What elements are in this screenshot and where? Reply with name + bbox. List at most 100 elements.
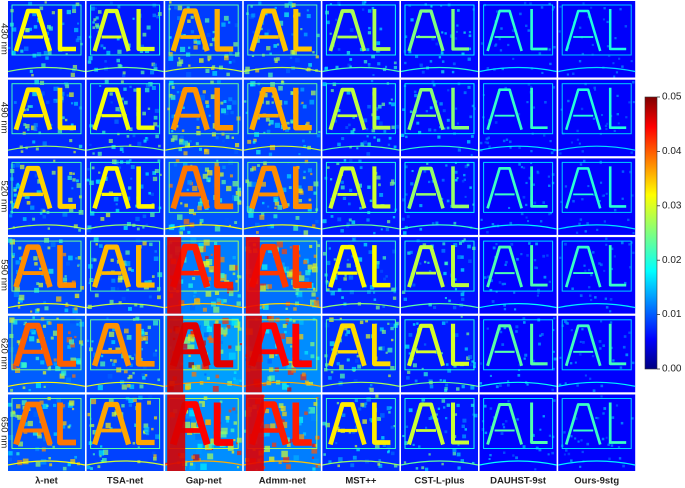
speckle xyxy=(632,251,635,254)
speckle xyxy=(605,192,608,195)
speckle xyxy=(128,144,132,147)
speckle xyxy=(536,294,539,297)
speckle xyxy=(136,227,140,231)
speckle xyxy=(439,379,442,382)
speckle xyxy=(368,26,371,30)
speckle xyxy=(578,222,581,226)
speckle xyxy=(145,223,149,227)
speckle xyxy=(511,29,515,32)
speckle xyxy=(61,99,64,103)
speckle xyxy=(193,37,198,42)
speckle xyxy=(97,10,102,14)
speckle xyxy=(421,466,425,470)
letter-a xyxy=(564,403,602,445)
speckle xyxy=(501,343,505,346)
speckle xyxy=(157,295,161,300)
speckle xyxy=(144,426,150,432)
speckle xyxy=(244,69,250,75)
table-edge xyxy=(400,303,479,309)
speckle xyxy=(357,364,362,369)
letter-l xyxy=(57,245,76,288)
speckle xyxy=(336,401,340,405)
speckle xyxy=(135,238,141,243)
speckle xyxy=(228,50,233,55)
speckle xyxy=(144,331,148,336)
speckle xyxy=(153,256,159,261)
speckle xyxy=(233,438,236,442)
speckle xyxy=(37,431,42,436)
speckle xyxy=(302,104,307,109)
speckle xyxy=(304,411,308,416)
speckle xyxy=(211,37,216,42)
speckle xyxy=(230,428,235,433)
board-edge xyxy=(325,161,396,213)
speckle xyxy=(219,172,224,177)
speckle xyxy=(23,123,27,127)
speckle xyxy=(453,221,457,225)
speckle xyxy=(153,67,158,71)
speckle xyxy=(201,363,209,371)
speckle xyxy=(484,141,487,144)
letter-l xyxy=(608,323,627,366)
speckle xyxy=(208,266,215,273)
speckle xyxy=(286,443,291,447)
speckle xyxy=(102,130,106,134)
speckle xyxy=(210,253,213,256)
speckle xyxy=(233,371,237,374)
speckle xyxy=(381,436,385,440)
speckle xyxy=(53,403,57,408)
speckle xyxy=(385,351,388,354)
speckle xyxy=(98,450,105,456)
speckle xyxy=(291,33,294,36)
speckle xyxy=(8,435,14,441)
speckle xyxy=(406,215,410,219)
speckle xyxy=(10,163,15,168)
speckle xyxy=(271,101,274,104)
speckle xyxy=(385,227,390,232)
speckle xyxy=(580,107,584,111)
speckle xyxy=(571,287,574,290)
speckle xyxy=(261,213,265,217)
speckle xyxy=(369,285,375,290)
speckle xyxy=(513,291,516,294)
speckle xyxy=(18,294,25,301)
speckle xyxy=(381,102,386,107)
speckle xyxy=(322,251,327,256)
speckle xyxy=(182,343,188,349)
speckle xyxy=(419,262,422,265)
speckle xyxy=(317,465,321,468)
letter-l xyxy=(57,9,76,52)
speckle xyxy=(312,467,316,471)
table-edge xyxy=(479,66,557,73)
speckle xyxy=(190,330,196,337)
speckle xyxy=(39,212,43,215)
speckle xyxy=(551,173,555,176)
speckle xyxy=(359,47,364,52)
speckle xyxy=(117,277,123,283)
speckle xyxy=(114,119,119,124)
speckle xyxy=(613,75,616,78)
speckle xyxy=(269,119,274,125)
speckle xyxy=(378,121,383,126)
speckle xyxy=(128,403,133,407)
speckle xyxy=(632,231,635,234)
speckle xyxy=(286,121,290,125)
speckle xyxy=(363,242,368,247)
speckle xyxy=(266,129,271,134)
letter-l xyxy=(450,402,469,445)
speckle xyxy=(66,261,71,266)
speckle xyxy=(346,224,350,228)
speckle xyxy=(14,458,18,462)
letter-a xyxy=(170,86,210,131)
speckle xyxy=(332,82,337,87)
speckle xyxy=(271,95,274,98)
speckle xyxy=(592,389,596,393)
error-map xyxy=(479,394,557,471)
speckle xyxy=(617,122,620,125)
speckle xyxy=(149,242,153,247)
speckle xyxy=(608,457,611,460)
speckle xyxy=(225,415,230,420)
speckle xyxy=(128,355,132,359)
table-edge xyxy=(7,381,86,387)
speckle xyxy=(102,449,109,455)
